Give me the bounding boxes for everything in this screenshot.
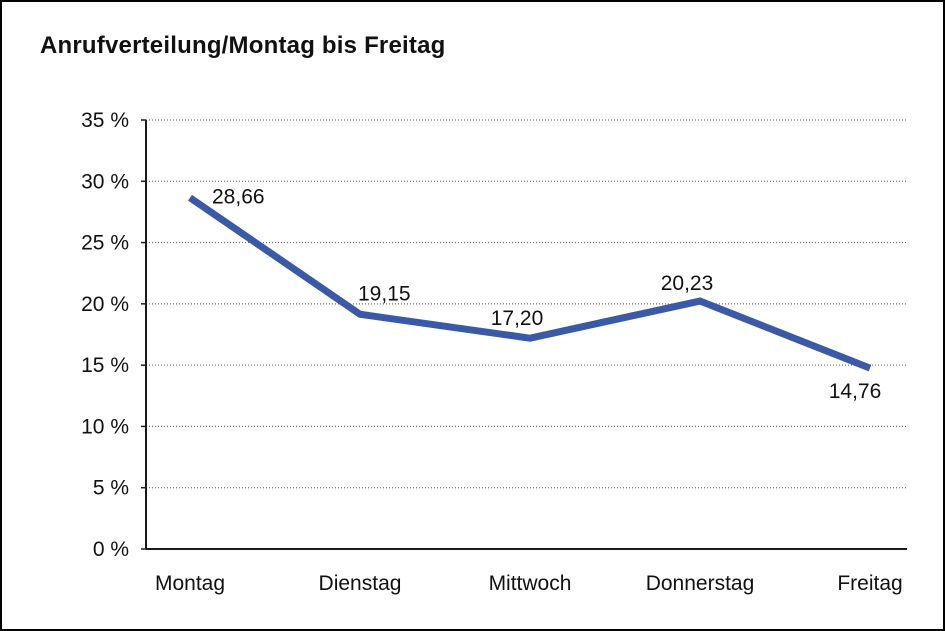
x-category-label: Dienstag xyxy=(319,572,402,595)
x-category-label: Mittwoch xyxy=(489,572,572,595)
y-tick-label: 10 % xyxy=(81,415,129,438)
data-line xyxy=(188,194,872,372)
y-tick-label: 20 % xyxy=(81,293,129,316)
y-tick-label: 25 % xyxy=(81,232,129,255)
y-tick-label: 0 % xyxy=(93,538,129,561)
y-tick-label: 15 % xyxy=(81,354,129,377)
x-category-label: Freitag xyxy=(837,572,902,595)
value-label: 20,23 xyxy=(661,272,714,295)
chart-title: Anrufverteilung/Montag bis Freitag xyxy=(40,32,446,59)
x-category-label: Montag xyxy=(155,572,225,595)
y-tick-label: 35 % xyxy=(81,109,129,132)
value-label: 28,66 xyxy=(212,186,265,209)
y-tick-label: 30 % xyxy=(81,170,129,193)
value-label: 19,15 xyxy=(358,282,411,305)
value-label: 14,76 xyxy=(829,380,882,403)
x-category-label: Donnerstag xyxy=(646,572,755,595)
y-tick-label: 5 % xyxy=(93,477,129,500)
value-label: 17,20 xyxy=(491,307,544,330)
